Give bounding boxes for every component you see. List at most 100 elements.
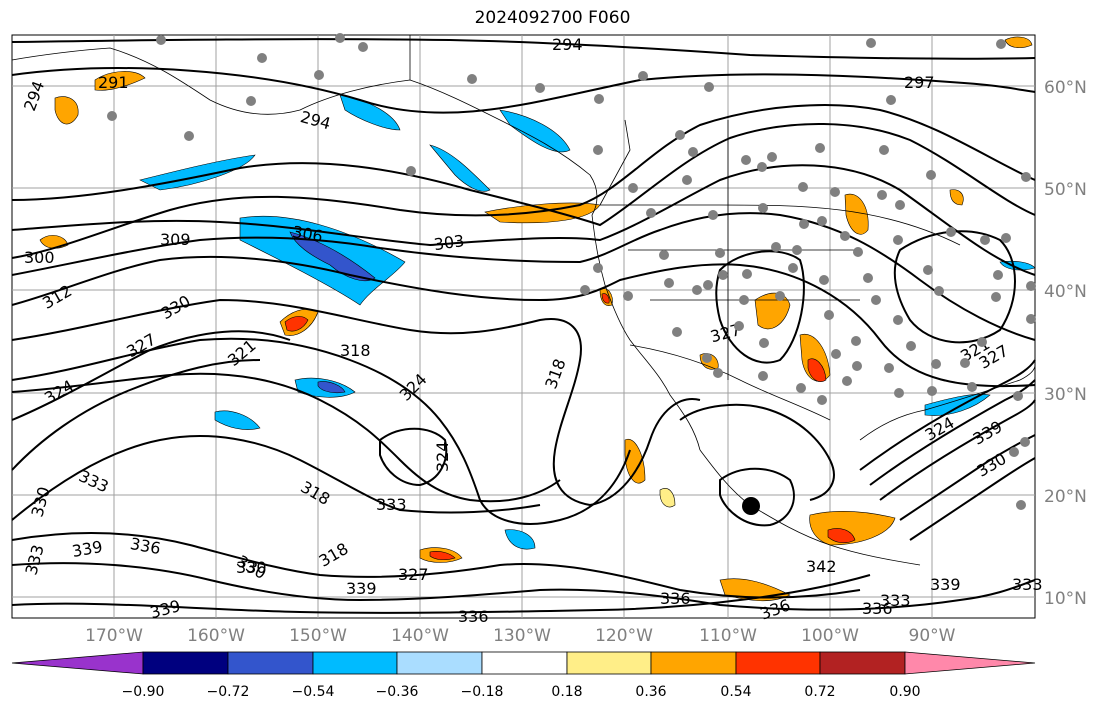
station-dot (931, 359, 941, 369)
station-dot (851, 336, 861, 346)
contour-339 (11, 562, 1036, 611)
colorbar-bin (142, 651, 229, 675)
station-dot (853, 247, 863, 257)
station-dot (1001, 233, 1011, 243)
station-dot (718, 270, 728, 280)
contour-se-tight-2 (909, 457, 1036, 541)
contour-label: 336 (862, 599, 893, 618)
station-dot (1016, 500, 1026, 510)
coast-gulf (859, 364, 1036, 441)
station-dot (815, 143, 825, 153)
station-dot (863, 273, 873, 283)
station-dot (960, 358, 970, 368)
coast-mexico (699, 449, 921, 566)
station-dot (824, 310, 834, 320)
station-dot (314, 70, 324, 80)
contour-gulf-bundle-1 (859, 359, 1036, 471)
station-dot (759, 338, 769, 348)
station-dot (692, 285, 702, 295)
contour-333 (11, 435, 541, 521)
contour-303 (11, 123, 1036, 227)
lon-label: 160°W (187, 626, 245, 646)
station-dot (1009, 447, 1019, 457)
contour-321 (11, 337, 631, 525)
station-dot (993, 270, 1003, 280)
colorbar-tick-label: −0.72 (206, 684, 250, 700)
shade-blue-north-pac (139, 154, 256, 191)
station-dot (688, 147, 698, 157)
station-dot (852, 361, 862, 371)
lon-label: 140°W (391, 626, 449, 646)
station-dot (1021, 172, 1031, 182)
station-dot (623, 291, 633, 301)
station-dot (593, 145, 603, 155)
station-dot (715, 248, 725, 258)
station-dot (703, 280, 713, 290)
contour-297 (11, 67, 1036, 114)
colorbar-tick-label: −0.90 (121, 684, 165, 700)
shade-blue-gulf (499, 109, 571, 153)
colorbar-bin (650, 651, 737, 675)
station-dot (798, 182, 808, 192)
station-dot (866, 38, 876, 48)
contour-label: 300 (24, 248, 55, 267)
contour-label: 333 (376, 495, 407, 514)
contour-342 (11, 574, 871, 614)
coast-west-us (591, 214, 701, 451)
contour-label: 291 (98, 73, 129, 92)
station-dot (871, 295, 881, 305)
contour-low-sw (679, 403, 835, 501)
lon-label: 90°W (908, 626, 956, 646)
border-canada-us (600, 204, 961, 246)
contour-label: 303 (433, 231, 466, 254)
lat-label: 10°N (1044, 589, 1087, 609)
contour-label: 297 (904, 73, 935, 92)
colorbar-bin (227, 651, 314, 675)
colorbar-bin (481, 651, 568, 675)
station-dot (894, 388, 904, 398)
colorbar-tick-label: 0.18 (551, 684, 583, 700)
shade-darkblue-mid (317, 381, 346, 394)
station-dot (831, 349, 841, 359)
station-dot (1026, 281, 1036, 291)
lon-label: 120°W (595, 626, 653, 646)
station-dot (799, 219, 809, 229)
shade-orange-alaska (54, 96, 79, 125)
shade-orange-north-plains (844, 193, 869, 235)
contour-label: 330 (236, 558, 267, 577)
contour-label: 318 (340, 341, 371, 360)
shade-blue-tropical (504, 529, 536, 550)
colorbar (11, 651, 1036, 675)
contour-336 (11, 532, 861, 599)
contour-east-loop (893, 230, 1016, 344)
station-dot (991, 292, 1001, 302)
colorbar-bin (735, 651, 821, 675)
station-dot (758, 371, 768, 381)
station-dot (996, 39, 1006, 49)
border-bc (599, 119, 631, 206)
station-dot (742, 269, 752, 279)
station-dot (638, 71, 648, 81)
station-dot (664, 278, 674, 288)
lon-label: 110°W (699, 626, 757, 646)
station-dot (767, 152, 777, 162)
station-dot (977, 337, 987, 347)
station-dot (741, 155, 751, 165)
shade-blue-south (214, 410, 261, 430)
lat-label: 20°N (1044, 487, 1087, 507)
colorbar-bin (312, 651, 398, 675)
station-dot (788, 263, 798, 273)
station-dot (840, 231, 850, 241)
contour-312 (11, 255, 1036, 388)
shade-orange-arc (94, 71, 146, 91)
station-dot (682, 175, 692, 185)
lat-label: 60°N (1044, 78, 1087, 98)
contour-309 (11, 212, 1036, 341)
lon-label: 130°W (493, 626, 551, 646)
shade-blue-alaska (429, 144, 491, 192)
station-dot (926, 170, 936, 180)
colorbar-max-arrow (904, 651, 1036, 675)
colorbar-bin (566, 651, 652, 675)
contour-label: 342 (806, 557, 837, 576)
